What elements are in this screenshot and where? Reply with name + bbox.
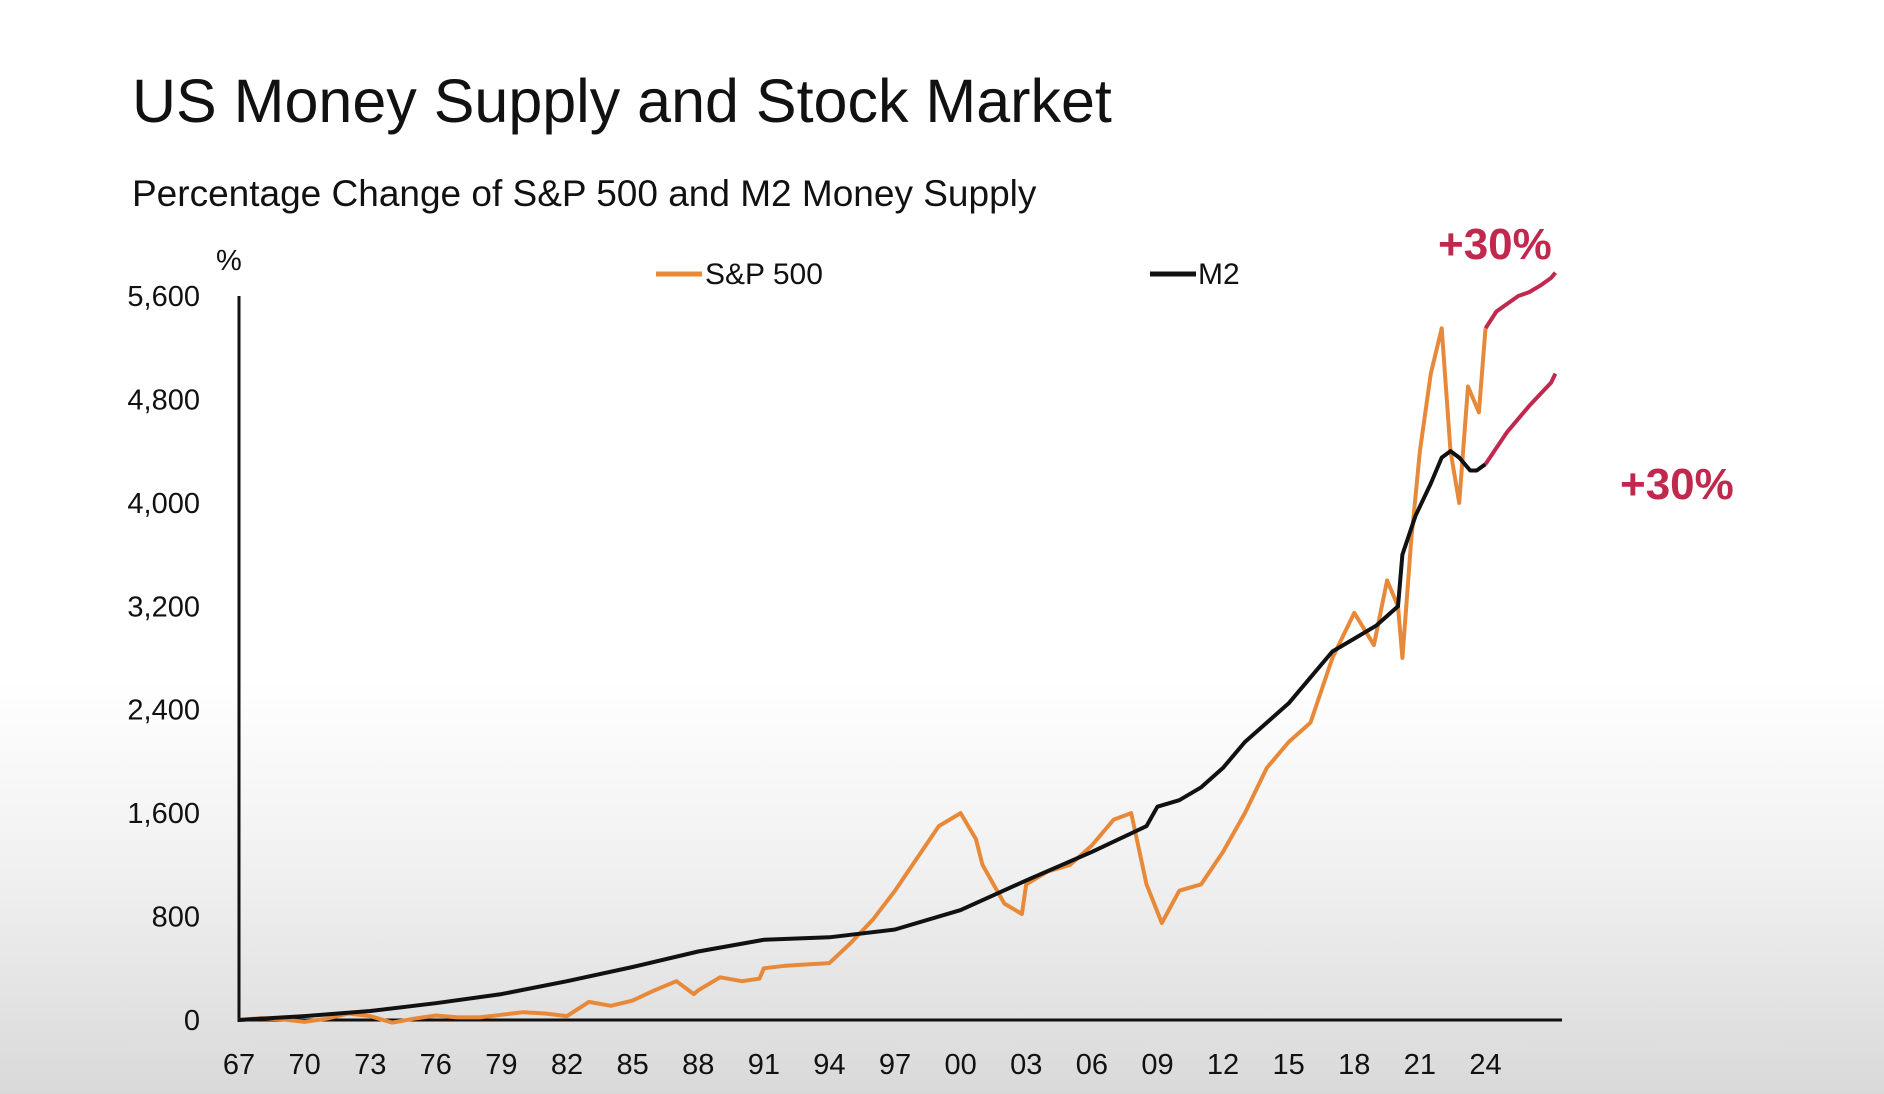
annotation-upper: +30% — [1438, 220, 1552, 269]
series-line-sp500 — [238, 326, 1488, 1025]
x-tick-label: 21 — [1404, 1049, 1436, 1081]
y-tick-label: 3,200 — [127, 591, 200, 623]
legend-label-sp500: S&P 500 — [705, 258, 823, 291]
x-tick-labels: 67 70 73 76 79 82 85 88 91 94 97 00 03 06 09 12 15 18 21 24 — [223, 1049, 1502, 1081]
x-tick-label: 24 — [1469, 1049, 1501, 1081]
series-line-m2 — [238, 449, 1487, 1022]
y-tick-labels: 5,600 4,800 4,000 3,200 2,400 1,600 800 0 — [127, 281, 200, 1037]
series-lines — [238, 271, 1558, 1025]
x-tick-label: 15 — [1273, 1049, 1305, 1081]
x-tick-label: 70 — [288, 1049, 320, 1081]
y-tick-label: 1,600 — [127, 798, 200, 830]
y-tick-label: 5,600 — [127, 281, 200, 313]
legend-label-m2: M2 — [1198, 258, 1240, 291]
projection-line-sp500 — [1483, 271, 1557, 330]
x-tick-label: 88 — [682, 1049, 714, 1081]
x-tick-label: 82 — [551, 1049, 583, 1081]
y-tick-label: 4,000 — [127, 488, 200, 520]
annotation-lower: +30% — [1620, 460, 1734, 509]
x-tick-label: 97 — [879, 1049, 911, 1081]
x-tick-label: 18 — [1338, 1049, 1370, 1081]
x-tick-label: 06 — [1076, 1049, 1108, 1081]
x-tick-label: 91 — [748, 1049, 780, 1081]
y-tick-label: 0 — [184, 1005, 200, 1037]
y-axis-unit-label: % — [216, 245, 242, 277]
axes — [237, 296, 1562, 1022]
chart-title: US Money Supply and Stock Market — [132, 67, 1112, 135]
x-tick-label: 76 — [420, 1049, 452, 1081]
x-tick-label: 67 — [223, 1049, 255, 1081]
chart-subtitle: Percentage Change of S&P 500 and M2 Mone… — [132, 173, 1037, 214]
y-tick-label: 800 — [152, 902, 200, 934]
y-tick-label: 4,800 — [127, 384, 200, 416]
x-tick-label: 03 — [1010, 1049, 1042, 1081]
x-tick-label: 73 — [354, 1049, 386, 1081]
x-tick-label: 79 — [485, 1049, 517, 1081]
x-tick-label: 12 — [1207, 1049, 1239, 1081]
x-tick-label: 94 — [813, 1049, 845, 1081]
x-tick-label: 85 — [616, 1049, 648, 1081]
projection-line-m2 — [1483, 372, 1558, 466]
y-tick-label: 2,400 — [127, 695, 200, 727]
x-tick-label: 00 — [945, 1049, 977, 1081]
x-tick-label: 09 — [1141, 1049, 1173, 1081]
legend: S&P 500 M2 — [656, 258, 1240, 291]
